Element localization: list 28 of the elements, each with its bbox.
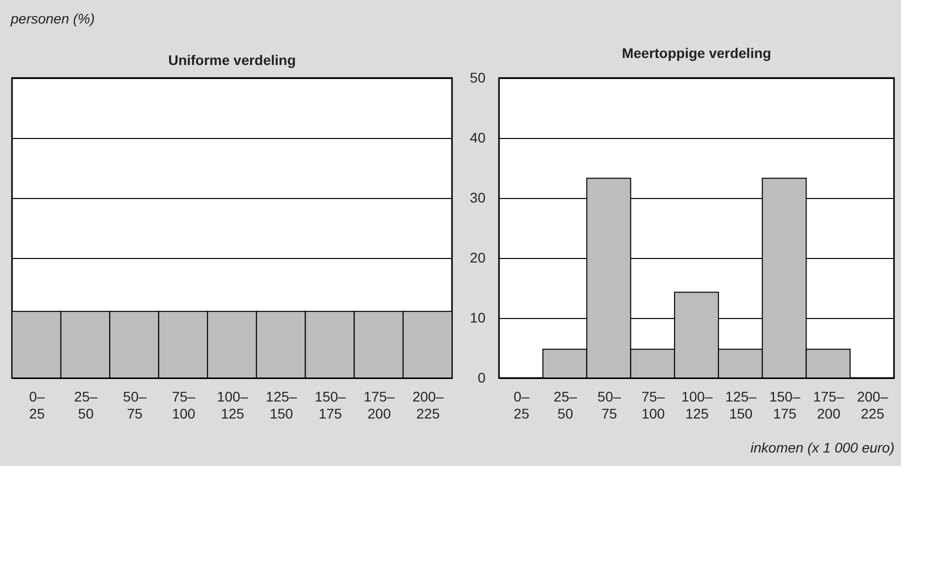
chart-title: Meertoppige verdeling [622, 45, 772, 61]
x-tick-label: 200–225 [412, 388, 444, 422]
y-tick-label: 30 [470, 190, 486, 206]
x-tick-label: 175–200 [813, 388, 844, 422]
y-axis-title: personen (%) [10, 10, 95, 26]
x-tick-label: 25–50 [74, 388, 98, 422]
x-tick-label: 0–25 [29, 388, 45, 422]
chart-title: Uniforme verdeling [168, 52, 296, 68]
y-tick-label: 0 [478, 370, 486, 386]
y-tick-label: 50 [470, 70, 486, 86]
x-axis-title: inkomen (x 1 000 euro) [750, 440, 894, 456]
y-tick-label: 20 [470, 250, 486, 266]
x-tick-label: 175–200 [364, 388, 395, 422]
x-tick-label: 125–150 [266, 388, 298, 422]
x-tick-label: 100–125 [216, 388, 248, 422]
x-tick-label: 200–225 [856, 388, 888, 422]
y-tick-label: 10 [470, 310, 486, 326]
x-tick-label: 150–175 [769, 388, 801, 422]
x-tick-label: 25–50 [554, 388, 578, 422]
x-tick-label: 75–100 [641, 388, 666, 422]
y-tick-label: 40 [470, 130, 486, 146]
x-tick-label: 50–75 [598, 388, 622, 422]
x-tick-label: 100–125 [681, 388, 713, 422]
x-tick-label: 125–150 [725, 388, 757, 422]
x-tick-label: 150–175 [314, 388, 346, 422]
x-tick-label: 50–75 [123, 388, 147, 422]
x-tick-label: 75–100 [172, 388, 196, 422]
x-tick-label: 0–25 [514, 388, 530, 422]
